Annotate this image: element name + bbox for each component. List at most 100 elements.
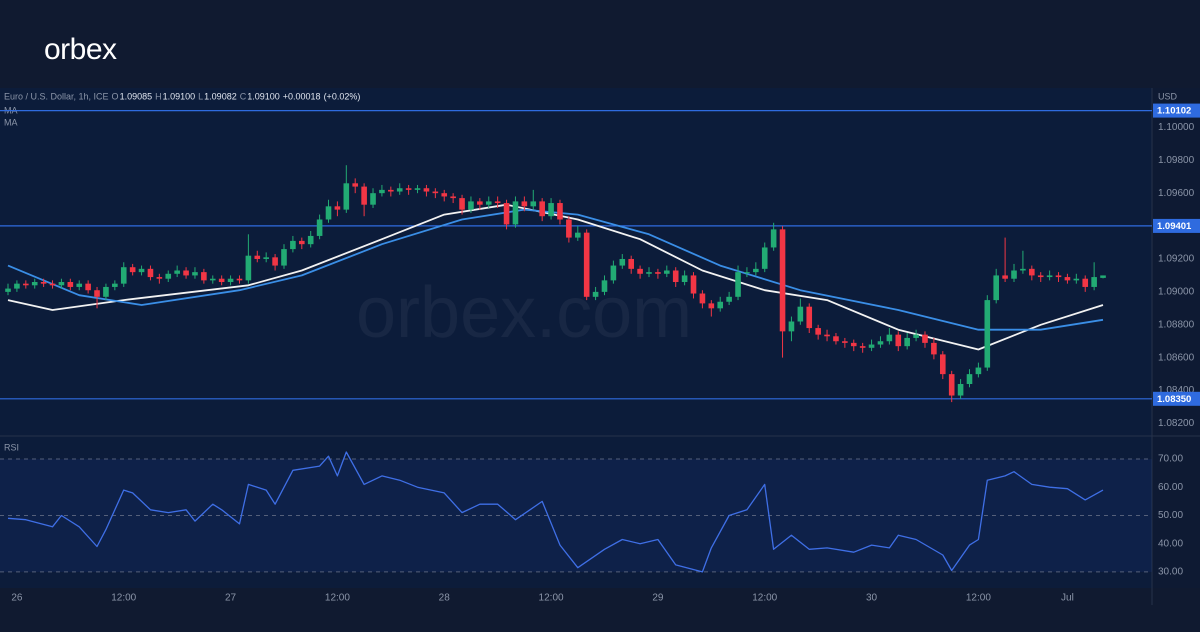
candle-body [726,296,732,302]
y-tick-label: 1.08200 [1158,418,1195,429]
overlay-label: MA [4,117,18,127]
level-badge [1153,218,1200,233]
ohlc-value: 1.09100 [247,91,280,101]
rsi-line [7,451,1104,573]
candle-body [699,293,706,304]
candle-body [468,201,474,210]
candle-body [414,188,421,190]
candle-body [103,286,109,297]
candle-body [183,270,189,276]
candle-body [539,201,545,217]
candle-body [512,201,519,225]
candle-body [664,270,670,274]
candle-body [1100,275,1106,278]
candle-body [788,321,795,332]
candle-body [58,282,65,286]
candle-body [263,257,269,259]
candle-body [156,277,163,279]
candle-body [67,282,74,287]
candle-body [254,255,261,259]
ohlc-key: O [112,91,119,101]
x-tick-label: 28 [439,593,451,604]
candle-body [343,183,350,210]
candle-body [815,328,821,335]
candle-body [619,258,626,266]
candle-body [192,272,198,276]
candle-body [681,275,688,283]
candle-body [877,341,884,345]
x-tick-label: 29 [652,593,664,604]
candle-body [530,201,537,207]
change: +0.00018 [283,91,321,101]
level-badge [1153,391,1200,406]
candle-body [824,334,830,337]
candle-body [316,219,323,236]
candle-body [112,283,118,287]
level-label: 1.09401 [1157,221,1192,232]
level-label: 1.10102 [1157,106,1191,117]
candle-body [49,283,56,286]
candle-body [23,283,29,286]
x-tick-label: 12:00 [111,593,136,604]
candle-body [201,272,207,281]
candle-body [227,278,234,283]
candle-body [209,278,216,281]
candle-body [521,201,528,207]
candle-body [503,203,510,225]
candle-body [779,229,786,332]
candle-body [14,283,20,289]
currency-label: USD [1158,91,1178,101]
candle-body [672,270,679,283]
rsi-tick-label: 60.00 [1158,482,1183,493]
candle-body [939,354,946,375]
candle-body [459,198,465,210]
candle-body [370,193,376,205]
candle-body [610,265,617,281]
rsi-tick-label: 70.00 [1158,454,1183,465]
y-tick-label: 1.08800 [1158,319,1195,330]
candle-body [842,341,848,343]
rsi-tick-label: 40.00 [1158,538,1183,549]
ohlc-value: 1.09085 [120,91,153,101]
y-tick-label: 1.08600 [1158,352,1195,363]
candle-body [948,374,955,396]
candle-body [895,334,902,347]
candle-body [993,275,1000,301]
x-tick-label: 12:00 [752,593,777,604]
x-tick-label: 30 [866,593,878,604]
candle-body [753,268,759,273]
y-tick-label: 1.10000 [1158,122,1195,133]
candle-body [352,183,359,187]
rsi-title: RSI [4,442,19,452]
candle-body [601,280,608,292]
ohlc-key: C [240,91,247,101]
candle-body [423,188,430,192]
symbol: Euro / U.S. Dollar, 1h, ICE [4,91,109,101]
candle-body [583,232,590,297]
candle-body [1055,275,1062,278]
candle-body [833,336,839,342]
watermark: orbex.com [356,273,692,353]
candle-body [797,306,804,322]
candle-body [690,275,697,294]
candle-body [1064,277,1071,281]
y-tick-label: 1.08400 [1158,385,1195,396]
candle-body [1091,277,1097,287]
level-badge [1153,103,1200,118]
candle-body [441,193,448,197]
candle-body [272,257,278,266]
candle-body [485,201,492,205]
y-tick-label: 1.09200 [1158,254,1195,265]
candle-body [334,206,341,210]
candle-body [770,229,777,248]
candle-body [236,278,243,281]
brand-logo: orbex [44,33,117,66]
candle-body [325,206,332,220]
x-tick-label: 27 [225,593,237,604]
candle-body [592,291,599,297]
candle-body [5,288,11,292]
candle-body [31,282,38,286]
candle-body [1046,275,1053,278]
candle-body [405,188,412,190]
